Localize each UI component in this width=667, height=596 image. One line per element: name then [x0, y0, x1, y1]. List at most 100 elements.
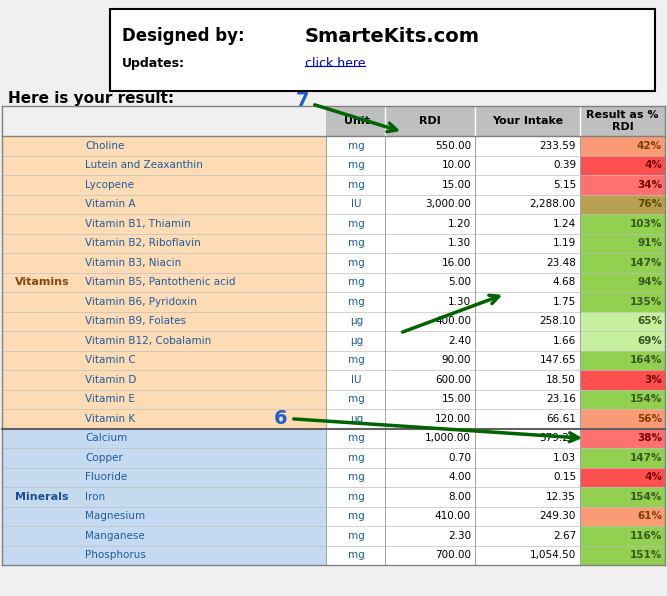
Bar	[580, 194, 665, 214]
Text: 1.20: 1.20	[448, 219, 471, 229]
Text: Updates:: Updates:	[122, 57, 185, 70]
Bar	[82, 136, 328, 156]
Bar	[326, 272, 580, 292]
Bar	[580, 467, 665, 487]
Bar	[326, 312, 580, 331]
Bar	[82, 487, 328, 507]
Text: mg: mg	[348, 180, 365, 190]
Text: Vitamin B9, Folates: Vitamin B9, Folates	[85, 316, 186, 326]
Text: 10.00: 10.00	[442, 160, 471, 170]
Bar	[82, 429, 328, 448]
Bar	[326, 292, 580, 312]
Text: Vitamin B6, Pyridoxin: Vitamin B6, Pyridoxin	[85, 297, 197, 307]
Text: 4.68: 4.68	[553, 277, 576, 287]
Text: 34%: 34%	[637, 180, 662, 190]
Text: Phosphorus: Phosphorus	[85, 550, 146, 560]
Text: 135%: 135%	[630, 297, 662, 307]
Text: mg: mg	[348, 531, 365, 541]
Text: 66.61: 66.61	[546, 414, 576, 424]
Text: Copper: Copper	[85, 453, 123, 462]
Text: 69%: 69%	[637, 336, 662, 346]
Text: mg: mg	[348, 550, 365, 560]
Bar	[82, 292, 328, 312]
Bar	[580, 390, 665, 409]
Bar	[580, 487, 665, 507]
Text: 16.00: 16.00	[442, 257, 471, 268]
Bar	[82, 214, 328, 234]
Text: mg: mg	[348, 355, 365, 365]
Text: 5.00: 5.00	[448, 277, 471, 287]
Text: 600.00: 600.00	[435, 375, 471, 385]
Text: 1.75: 1.75	[553, 297, 576, 307]
Text: 94%: 94%	[637, 277, 662, 287]
Text: Lutein and Zeaxanthin: Lutein and Zeaxanthin	[85, 160, 203, 170]
Bar	[82, 390, 328, 409]
Text: 5.15: 5.15	[553, 180, 576, 190]
Text: IU: IU	[352, 375, 362, 385]
Text: RDI: RDI	[419, 116, 441, 126]
Bar	[580, 545, 665, 565]
Bar	[326, 370, 580, 390]
Text: mg: mg	[348, 511, 365, 522]
Bar	[82, 234, 328, 253]
Text: 1.30: 1.30	[448, 238, 471, 249]
Text: mg: mg	[348, 160, 365, 170]
Text: 76%: 76%	[637, 199, 662, 209]
Bar	[2, 136, 82, 429]
Bar	[326, 175, 580, 194]
Text: mg: mg	[348, 492, 365, 502]
Bar	[326, 507, 580, 526]
Text: 1.30: 1.30	[448, 297, 471, 307]
Text: Magnesium: Magnesium	[85, 511, 145, 522]
Text: 0.70: 0.70	[448, 453, 471, 462]
Bar	[580, 448, 665, 467]
Text: Vitamin E: Vitamin E	[85, 394, 135, 404]
Text: 120.00: 120.00	[435, 414, 471, 424]
Text: 15.00: 15.00	[442, 394, 471, 404]
Text: Fluoride: Fluoride	[85, 472, 127, 482]
Bar	[580, 272, 665, 292]
Bar	[326, 234, 580, 253]
Bar	[580, 526, 665, 545]
Text: 154%: 154%	[630, 394, 662, 404]
Text: 3%: 3%	[644, 375, 662, 385]
Bar	[82, 272, 328, 292]
Text: 379.20: 379.20	[540, 433, 576, 443]
Text: 147%: 147%	[630, 257, 662, 268]
Bar	[580, 253, 665, 272]
Text: 410.00: 410.00	[435, 511, 471, 522]
Bar	[326, 136, 580, 156]
Text: 2.30: 2.30	[448, 531, 471, 541]
Bar	[580, 429, 665, 448]
Text: mg: mg	[348, 453, 365, 462]
Text: Vitamin B1, Thiamin: Vitamin B1, Thiamin	[85, 219, 191, 229]
Text: 23.48: 23.48	[546, 257, 576, 268]
Text: mg: mg	[348, 297, 365, 307]
Text: mg: mg	[348, 141, 365, 151]
Text: 65%: 65%	[637, 316, 662, 326]
Text: 4%: 4%	[644, 472, 662, 482]
Text: Vitamin B3, Niacin: Vitamin B3, Niacin	[85, 257, 181, 268]
Text: 1,054.50: 1,054.50	[530, 550, 576, 560]
Bar	[82, 507, 328, 526]
Text: Vitamin B12, Cobalamin: Vitamin B12, Cobalamin	[85, 336, 211, 346]
Text: mg: mg	[348, 257, 365, 268]
Text: 90.00: 90.00	[442, 355, 471, 365]
Text: 1,000.00: 1,000.00	[425, 433, 471, 443]
Text: 12.35: 12.35	[546, 492, 576, 502]
Bar	[580, 350, 665, 370]
Text: 23.16: 23.16	[546, 394, 576, 404]
Text: 400.00: 400.00	[435, 316, 471, 326]
Bar	[580, 507, 665, 526]
Bar	[326, 156, 580, 175]
Text: SmarteKits.com: SmarteKits.com	[305, 27, 480, 46]
Bar	[326, 253, 580, 272]
Text: 91%: 91%	[637, 238, 662, 249]
Text: 154%: 154%	[630, 492, 662, 502]
Text: mg: mg	[348, 219, 365, 229]
Text: 4.00: 4.00	[448, 472, 471, 482]
Text: 8.00: 8.00	[448, 492, 471, 502]
Text: μg: μg	[350, 414, 363, 424]
Text: Iron: Iron	[85, 492, 105, 502]
Text: Result as %
RDI: Result as % RDI	[586, 110, 659, 132]
